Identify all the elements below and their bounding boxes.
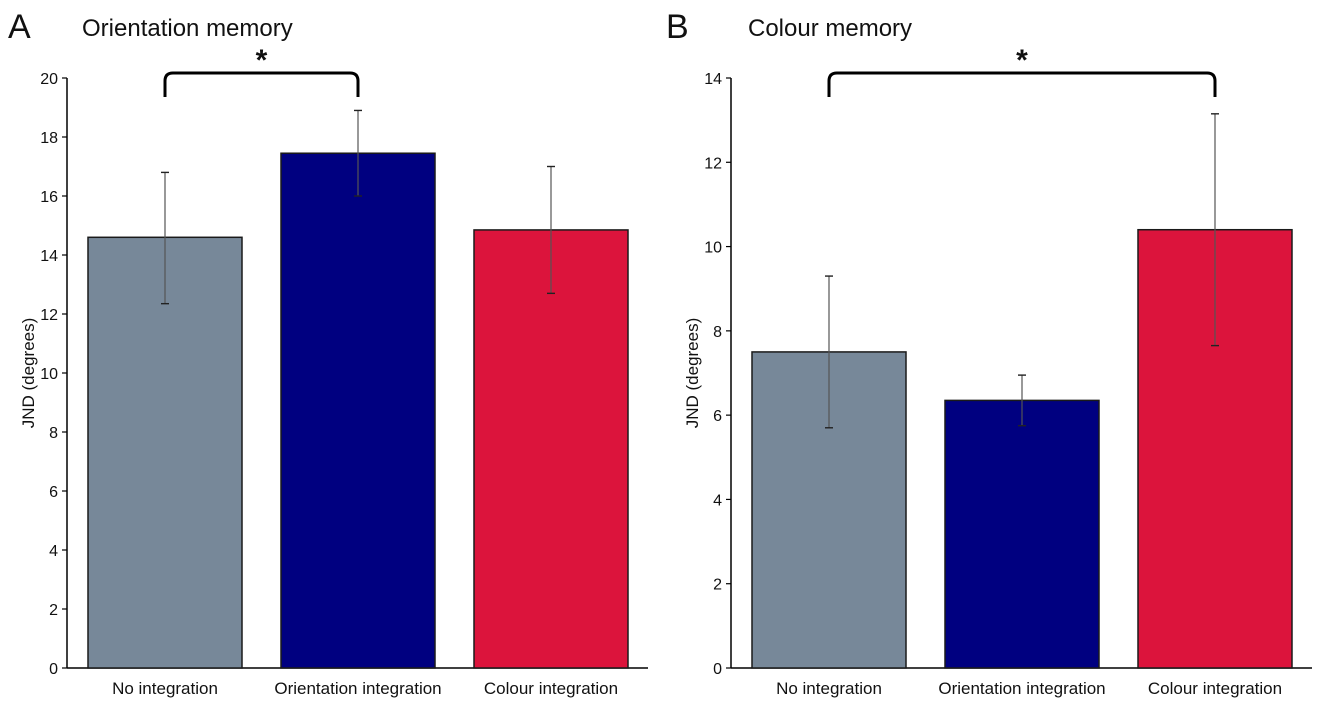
y-tick-label: 10 xyxy=(40,366,58,383)
bar xyxy=(280,152,436,669)
significance-star: * xyxy=(1016,44,1028,77)
y-tick-label: 6 xyxy=(713,408,722,425)
category-label: No integration xyxy=(112,679,218,698)
bar xyxy=(944,399,1100,669)
bar xyxy=(87,236,243,669)
category-label: Colour integration xyxy=(1148,679,1282,698)
significance-bracket xyxy=(163,71,360,97)
y-tick-label: 8 xyxy=(713,324,722,341)
panel-title: Orientation memory xyxy=(82,15,293,42)
y-tick-label: 12 xyxy=(40,307,58,324)
y-tick-label: 14 xyxy=(40,248,58,265)
y-tick-label: 20 xyxy=(40,71,58,88)
y-tick-label: 0 xyxy=(49,661,58,678)
panel-b: B Colour memory 0 2 4 6 8 10 12 14 JND (degrees) No… xyxy=(666,8,1312,698)
y-tick-label: 12 xyxy=(704,155,722,172)
y-tick-label: 16 xyxy=(40,189,58,206)
y-tick-label: 4 xyxy=(713,492,722,509)
y-tick-label: 18 xyxy=(40,130,58,147)
y-tick-label: 2 xyxy=(713,577,722,594)
y-axis-label: JND (degrees) xyxy=(683,318,702,429)
y-tick-label: 6 xyxy=(49,484,58,501)
category-label: Orientation integration xyxy=(938,679,1105,698)
category-label: Orientation integration xyxy=(274,679,441,698)
panel-title: Colour memory xyxy=(748,15,912,42)
panel-letter: B xyxy=(666,8,689,46)
y-tick-label: 10 xyxy=(704,240,722,257)
y-tick-label: 2 xyxy=(49,602,58,619)
y-tick-label: 14 xyxy=(704,71,722,88)
y-tick-label: 4 xyxy=(49,543,58,560)
significance-bracket xyxy=(827,71,1217,97)
panel-letter: A xyxy=(8,8,31,46)
panel-a: A Orientation memory 0 2 4 6 8 10 12 14 16 18 20 JND … xyxy=(8,8,648,698)
y-tick-label: 8 xyxy=(49,425,58,442)
category-label: Colour integration xyxy=(484,679,618,698)
bar xyxy=(473,229,629,669)
category-label: No integration xyxy=(776,679,882,698)
y-tick-label: 0 xyxy=(713,661,722,678)
significance-star: * xyxy=(256,44,268,77)
y-axis-label: JND (degrees) xyxy=(19,318,38,429)
